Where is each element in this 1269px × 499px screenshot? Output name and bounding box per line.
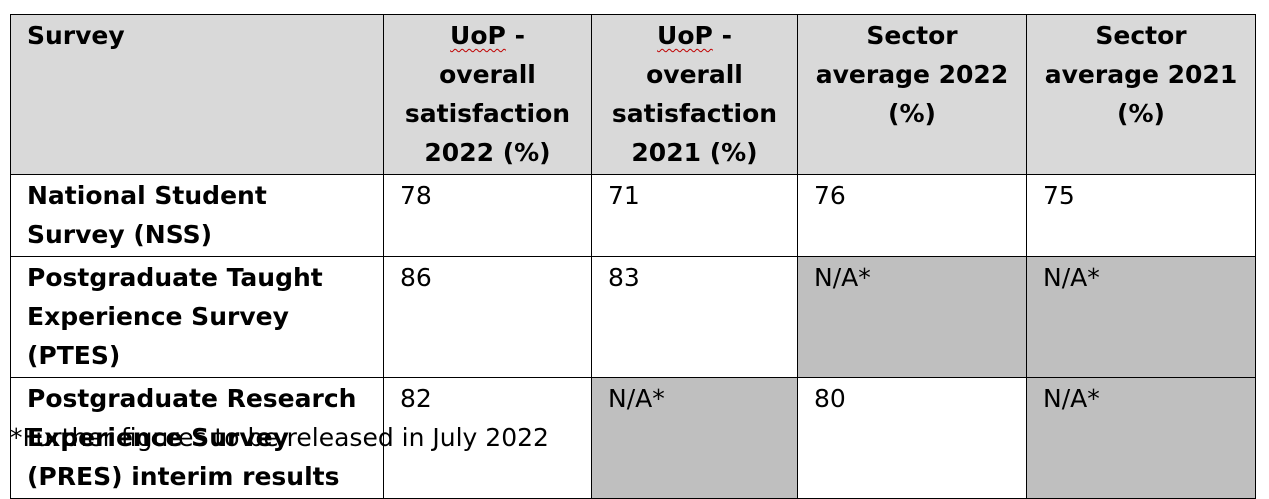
row-ptes-survey: Postgraduate Taught Experience Survey (P…	[10, 256, 384, 378]
header-survey-label: Survey	[27, 21, 125, 50]
header-sector-2022-label: Sector average 2022 (%)	[815, 21, 1009, 128]
row-nss-uop-2021: 71	[591, 174, 798, 257]
header-uop-2021: UoP - overall satisfaction 2021 (%)	[591, 14, 798, 175]
row-nss-sector-2022: 76	[797, 174, 1027, 257]
row-pres-uop-2021: N/A*	[591, 377, 798, 499]
row-ptes-sector-2022: N/A*	[797, 256, 1027, 378]
table-row: National Student Survey (NSS) 78 71 76 7…	[10, 174, 1256, 257]
row-pres-sector-2022: 80	[797, 377, 1027, 499]
table-row: Postgraduate Taught Experience Survey (P…	[10, 256, 1256, 378]
row-nss-sector-2021: 75	[1026, 174, 1256, 257]
row-nss-uop-2022: 78	[383, 174, 592, 257]
header-uop-2022: UoP - overall satisfaction 2022 (%)	[383, 14, 592, 175]
header-uop-2022-uop: UoP	[450, 21, 506, 50]
row-ptes-uop-2022: 86	[383, 256, 592, 378]
row-pres-sector-2021: N/A*	[1026, 377, 1256, 499]
header-uop-2022-label: - overall satisfaction 2022 (%)	[404, 21, 571, 167]
row-ptes-uop-2021: 83	[591, 256, 798, 378]
header-uop-2021-label: - overall satisfaction 2021 (%)	[611, 21, 778, 167]
table-header-row: Survey UoP - overall satisfaction 2022 (…	[10, 14, 1256, 175]
footnote: *Further figures to be released in July …	[10, 423, 549, 452]
header-sector-2022: Sector average 2022 (%)	[797, 14, 1027, 175]
header-sector-2021: Sector average 2021 (%)	[1026, 14, 1256, 175]
header-sector-2021-label: Sector average 2021 (%)	[1044, 21, 1238, 128]
row-nss-survey: National Student Survey (NSS)	[10, 174, 384, 257]
survey-results-table: Survey UoP - overall satisfaction 2022 (…	[10, 14, 1256, 499]
row-pres-survey: Postgraduate Research Experience Survey …	[10, 377, 384, 499]
row-ptes-sector-2021: N/A*	[1026, 256, 1256, 378]
table-row: Postgraduate Research Experience Survey …	[10, 377, 1256, 499]
header-uop-2021-uop: UoP	[657, 21, 713, 50]
header-survey: Survey	[10, 14, 384, 175]
